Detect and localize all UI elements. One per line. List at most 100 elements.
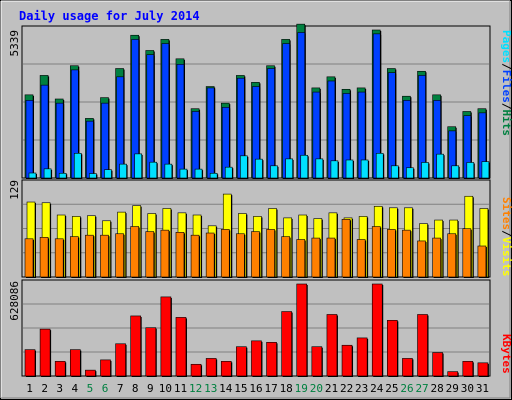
bar-files-1	[25, 100, 34, 179]
legend-top: Pages/Files/Hits	[500, 30, 512, 136]
x-tick-label-18: 18	[280, 382, 293, 395]
bar-pages-5	[89, 173, 97, 179]
x-tick-label-9: 9	[147, 382, 154, 395]
bar-kbytes-25	[387, 320, 398, 377]
x-tick-label-24: 24	[370, 382, 384, 395]
bar-pages-7	[119, 163, 127, 179]
bar-pages-13	[209, 172, 218, 179]
bar-kbytes-9	[145, 327, 157, 377]
bar-sites-25	[387, 229, 396, 278]
bar-kbytes-22	[341, 344, 353, 377]
bar-sites-31	[477, 245, 487, 278]
legend-middle-part-0: Sites	[500, 197, 512, 230]
x-tick-label-21: 21	[325, 382, 338, 395]
bar-kbytes-16	[251, 340, 262, 377]
bar-files-26	[403, 100, 411, 179]
bar-files-13	[206, 87, 215, 179]
bar-kbytes-24	[371, 283, 383, 377]
bar-kbytes-27	[417, 314, 428, 377]
bar-sites-2	[39, 237, 49, 278]
x-tick-label-10: 10	[159, 382, 172, 395]
legend-top-part-3: /	[500, 103, 512, 110]
bar-sites-6	[100, 234, 109, 278]
bar-kbytes-8	[130, 315, 141, 377]
bar-kbytes-29	[447, 371, 459, 377]
legend-middle-part-2: Visits	[500, 237, 512, 277]
bar-kbytes-6	[100, 359, 111, 377]
ymax-label-top: 5339	[8, 30, 21, 57]
x-tick-label-25: 25	[385, 382, 398, 395]
legend-top-part-4: Hits	[500, 110, 512, 137]
bar-kbytes-20	[311, 346, 323, 377]
bar-files-9	[146, 54, 155, 179]
bar-files-2	[40, 84, 49, 179]
bar-pages-11	[179, 168, 188, 179]
x-tick-label-1: 1	[26, 382, 33, 395]
x-tick-label-28: 28	[431, 382, 444, 395]
bar-sites-28	[432, 237, 441, 278]
bar-sites-29	[447, 233, 457, 278]
bar-kbytes-11	[175, 317, 187, 377]
x-tick-label-12: 12	[189, 382, 202, 395]
bar-pages-23	[360, 159, 369, 179]
bar-files-10	[161, 43, 170, 179]
bar-kbytes-5	[85, 369, 96, 377]
bar-kbytes-13	[205, 358, 217, 377]
bar-pages-1	[28, 172, 37, 179]
bar-kbytes-30	[462, 361, 474, 377]
bar-pages-2	[43, 168, 52, 179]
bar-kbytes-19	[296, 283, 308, 377]
x-tick-label-14: 14	[219, 382, 233, 395]
bar-kbytes-26	[402, 358, 413, 377]
bar-kbytes-17	[266, 342, 277, 377]
bar-sites-10	[160, 229, 170, 278]
bar-pages-25	[391, 165, 399, 179]
bar-kbytes-15	[236, 346, 247, 377]
legend-top-part-1: /	[500, 63, 512, 70]
x-tick-label-19: 19	[295, 382, 308, 395]
bar-pages-30	[466, 162, 475, 179]
bar-pages-16	[255, 158, 263, 179]
bar-files-7	[116, 76, 124, 179]
x-tick-label-6: 6	[102, 382, 109, 395]
x-tick-label-16: 16	[249, 382, 262, 395]
ymax-label-bottom: 628086	[8, 281, 21, 321]
bar-pages-24	[375, 153, 384, 179]
x-tick-label-15: 15	[234, 382, 247, 395]
x-tick-label-20: 20	[310, 382, 323, 395]
bar-sites-24	[371, 226, 381, 278]
legend-middle-part-1: /	[500, 230, 512, 237]
bar-files-5	[86, 120, 94, 179]
bar-pages-14	[224, 166, 233, 179]
bar-sites-8	[130, 226, 139, 278]
x-tick-label-23: 23	[355, 382, 368, 395]
bar-kbytes-2	[39, 328, 51, 377]
legend-bottom-part-0: KBytes	[500, 334, 512, 374]
bar-sites-21	[326, 237, 336, 278]
bar-sites-30	[462, 228, 472, 278]
bar-sites-22	[341, 219, 351, 278]
bar-kbytes-12	[190, 363, 202, 377]
bar-pages-12	[194, 168, 203, 179]
bar-sites-17	[266, 229, 275, 278]
bar-pages-4	[73, 153, 82, 179]
x-tick-label-13: 13	[204, 382, 217, 395]
bar-pages-21	[330, 160, 339, 179]
bar-sites-20	[311, 237, 321, 278]
bar-sites-27	[417, 240, 426, 278]
bar-pages-20	[315, 158, 324, 179]
bar-pages-8	[134, 153, 142, 179]
bar-sites-4	[69, 236, 79, 278]
x-tick-label-31: 31	[476, 382, 489, 395]
bar-files-25	[388, 72, 396, 179]
x-tick-label-27: 27	[415, 382, 428, 395]
bar-pages-9	[149, 161, 158, 179]
bar-pages-3	[58, 172, 67, 179]
bar-sites-9	[145, 231, 155, 278]
bar-files-18	[282, 43, 290, 179]
bar-files-3	[55, 102, 64, 179]
bar-pages-18	[285, 158, 293, 179]
bar-pages-26	[406, 167, 414, 179]
